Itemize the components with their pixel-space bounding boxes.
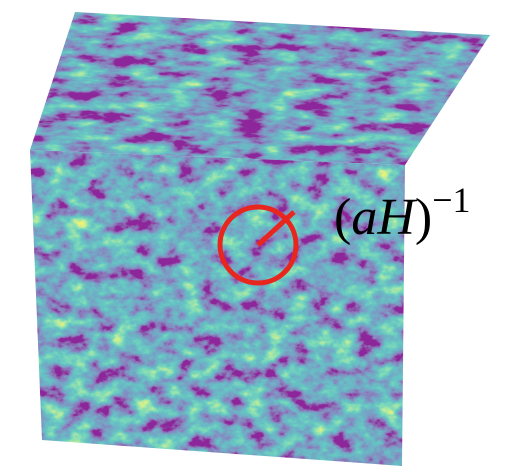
exponent: −1 bbox=[432, 180, 470, 220]
page: (aH)−1 (() => { const data = JSON.parse(… bbox=[0, 0, 518, 475]
close-paren: ) bbox=[415, 189, 432, 246]
annotation: (aH)−1 bbox=[334, 180, 471, 246]
symbol: aH bbox=[351, 189, 417, 246]
open-paren: ( bbox=[334, 189, 351, 246]
figure: (aH)−1 bbox=[0, 0, 518, 475]
